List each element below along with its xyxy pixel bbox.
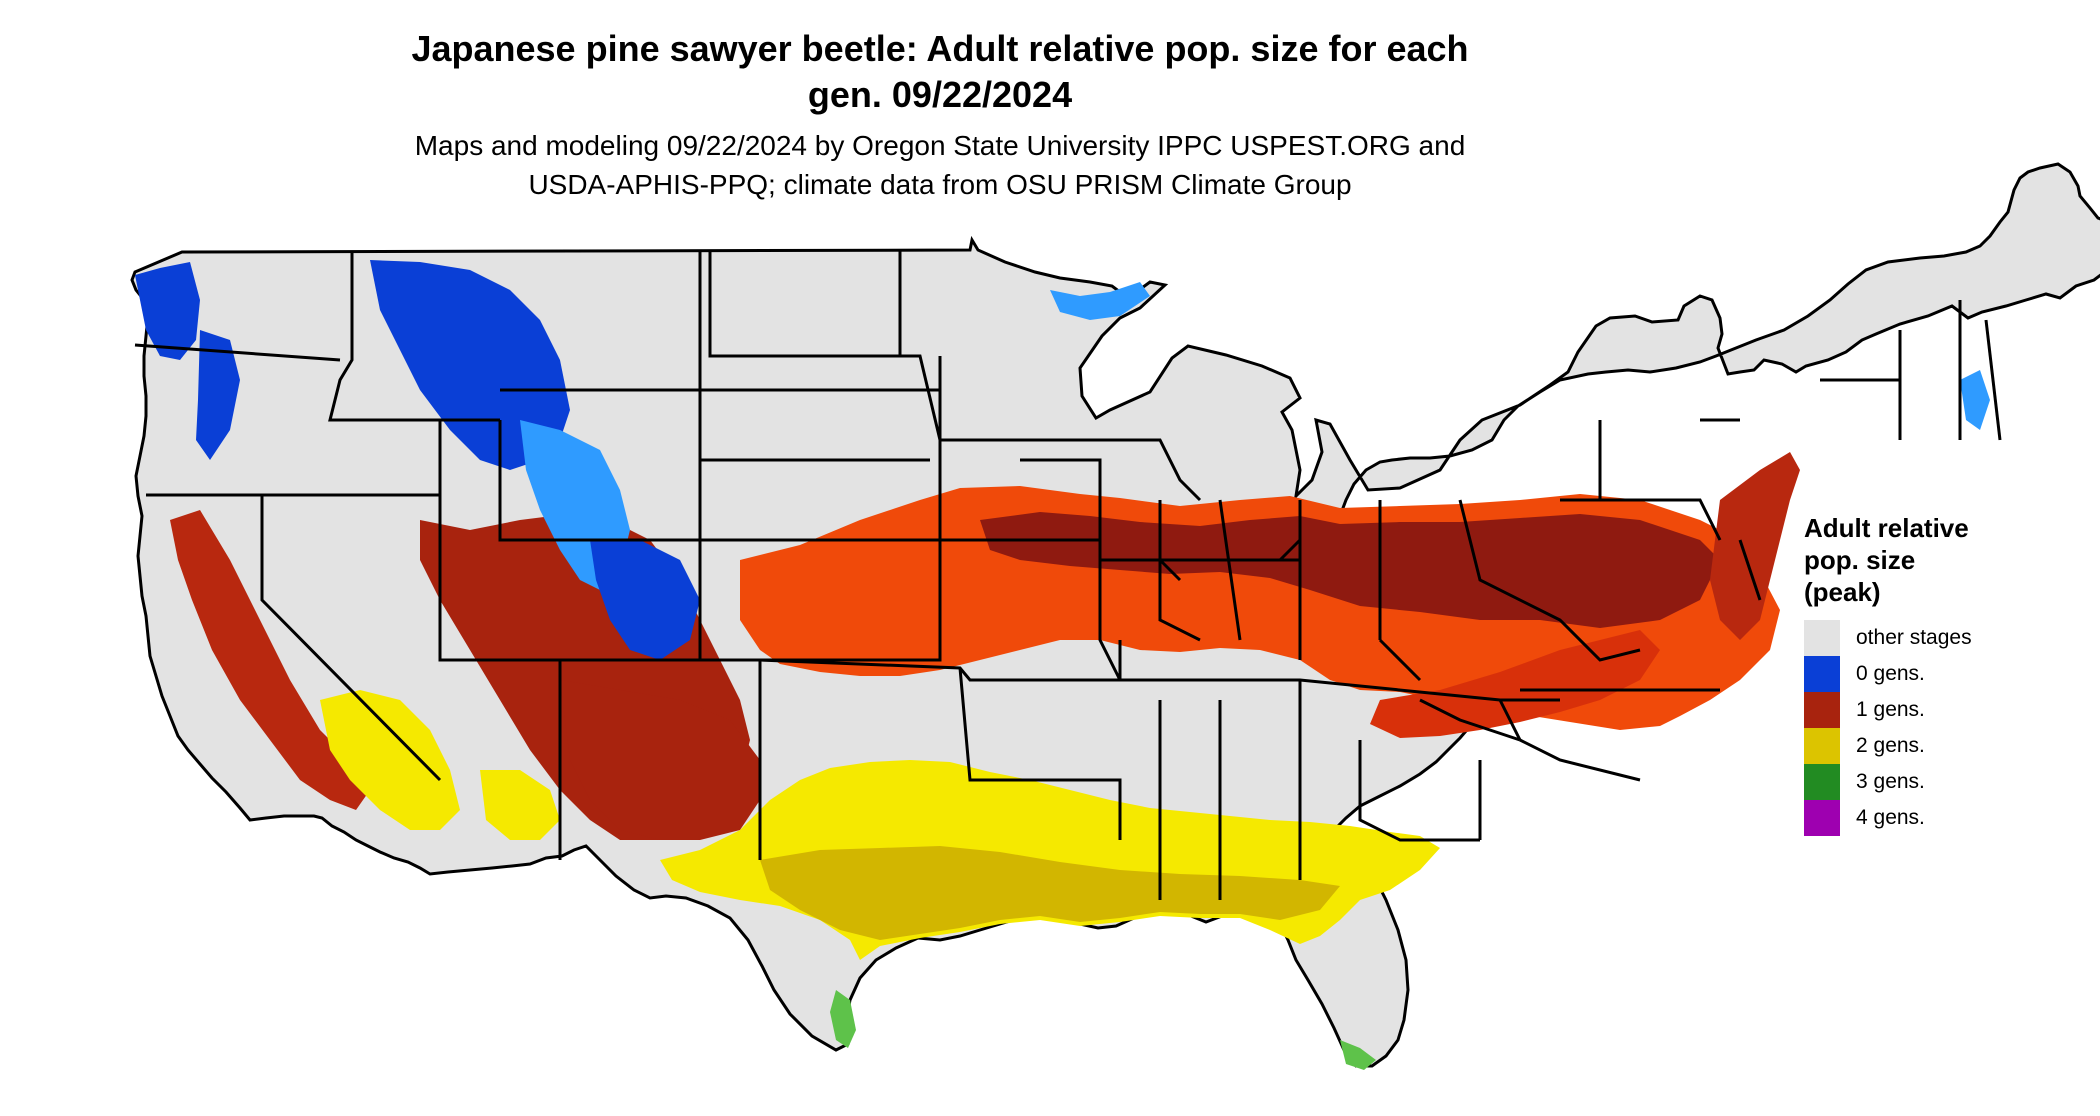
- legend-label: other stages: [1856, 626, 1972, 649]
- legend-item-3-gens: 3 gens.: [1804, 764, 2084, 800]
- legend-title-line3: (peak): [1804, 577, 1881, 607]
- southern-ca-yellow: [320, 690, 460, 830]
- colorado-blue: [590, 540, 700, 660]
- pacific-northwest-blue: [135, 262, 200, 360]
- legend-item-other-stages: other stages: [1804, 620, 2084, 656]
- legend-label: 3 gens.: [1856, 770, 1925, 793]
- legend-item-0-gens: 0 gens.: [1804, 656, 2084, 692]
- legend-item-1-gens: 1 gens.: [1804, 692, 2084, 728]
- legend-label: 1 gens.: [1856, 698, 1925, 721]
- map-subtitle-line2: USDA-APHIS-PPQ; climate data from OSU PR…: [528, 169, 1352, 200]
- southwest-red: [560, 680, 760, 840]
- legend-swatch: [1804, 728, 1840, 764]
- south-florida-green: [1340, 1040, 1376, 1070]
- two-gen-region: [320, 690, 1440, 960]
- legend-label: 4 gens.: [1856, 806, 1925, 829]
- legend-title-line2: pop. size: [1804, 545, 1916, 575]
- new-england-blue: [1960, 370, 1990, 430]
- legend-title: Adult relative pop. size (peak): [1804, 512, 2084, 608]
- central-dark-red-band: [980, 512, 1720, 628]
- legend-swatch: [1804, 620, 1840, 656]
- legend-label: 0 gens.: [1856, 662, 1925, 685]
- zero-gen-region: [135, 260, 1990, 660]
- map-title: Japanese pine sawyer beetle: Adult relat…: [380, 26, 1500, 118]
- arizona-yellow: [480, 770, 560, 840]
- legend-swatch: [1804, 692, 1840, 728]
- legend-swatch: [1804, 764, 1840, 800]
- map-title-line1: Japanese pine sawyer beetle: Adult relat…: [411, 28, 1469, 69]
- state-borders: [134, 250, 2002, 900]
- legend-item-4-gens: 4 gens.: [1804, 800, 2084, 836]
- legend-item-2-gens: 2 gens.: [1804, 728, 2084, 764]
- mid-atlantic-red: [1710, 452, 1800, 640]
- three-gen-region: [830, 990, 1376, 1070]
- cascades-blue: [196, 330, 240, 460]
- map-title-line2: gen. 09/22/2024: [807, 74, 1073, 115]
- gulf-dark-yellow: [760, 846, 1340, 940]
- legend-swatch: [1804, 800, 1840, 836]
- legend: Adult relative pop. size (peak) other st…: [1804, 512, 2084, 836]
- great-lakes-blue: [1050, 282, 1150, 320]
- rockies-blue: [370, 260, 570, 470]
- south-texas-green: [830, 990, 856, 1048]
- california-red: [170, 510, 370, 810]
- legend-label: 2 gens.: [1856, 734, 1925, 757]
- map-subtitle-line1: Maps and modeling 09/22/2024 by Oregon S…: [414, 130, 1466, 161]
- legend-title-line1: Adult relative: [1804, 513, 1969, 543]
- legend-swatch: [1804, 656, 1840, 692]
- map-subtitle: Maps and modeling 09/22/2024 by Oregon S…: [340, 126, 1540, 204]
